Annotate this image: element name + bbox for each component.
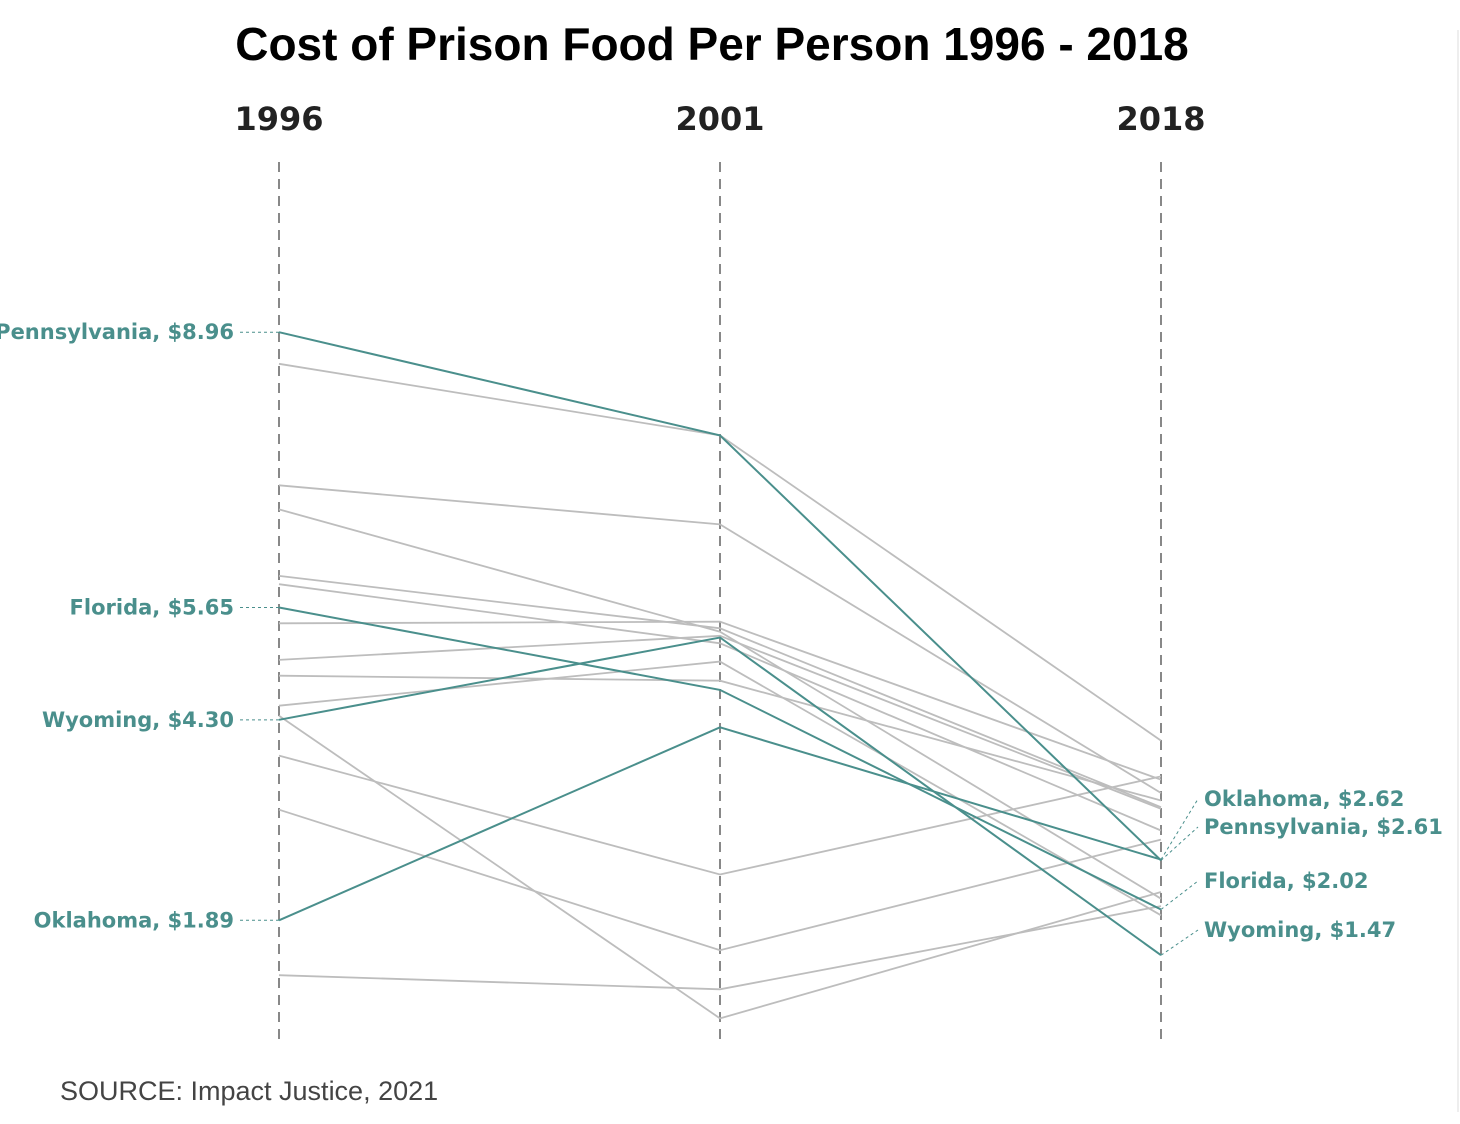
state-5-line: [278, 484, 1162, 794]
oklahoma-label-2018: Oklahoma, $2.62: [1204, 787, 1404, 811]
state-10-line: [278, 634, 1162, 810]
year-axes: 1996 2001 2018: [234, 100, 1206, 1045]
pennsylvania-right-leader: [1160, 826, 1199, 861]
wyoming-label-2018: Wyoming, $1.47: [1204, 918, 1396, 942]
wyoming-line: [278, 636, 1162, 957]
pennsylvania-line: [278, 331, 1162, 862]
wyoming-right-leader: [1160, 929, 1199, 956]
state-16-line: [278, 714, 1162, 1020]
state-9-line: [278, 620, 1162, 781]
year-label-1996: 1996: [234, 100, 323, 138]
pennsylvania-label-2018: Pennsylvania, $2.61: [1204, 815, 1443, 839]
chart-title: Cost of Prison Food Per Person 1996 - 20…: [235, 18, 1189, 70]
pennsylvania-label-1996: Pennsylvania, $8.96: [0, 320, 234, 344]
state-8-line: [278, 583, 1162, 832]
state-6-line: [278, 508, 1162, 900]
state-labels: Pennsylvania, $8.96 Pennsylvania, $2.61 Fl…: [0, 320, 1443, 956]
florida-label-1996: Florida, $5.65: [70, 596, 234, 620]
oklahoma-label-1996: Oklahoma, $1.89: [34, 908, 234, 932]
year-label-2001: 2001: [675, 100, 764, 138]
state-13-line: [278, 754, 1162, 876]
year-label-2018: 2018: [1116, 100, 1205, 138]
state-11-line: [278, 674, 1162, 802]
source-note: SOURCE: Impact Justice, 2021: [60, 1076, 438, 1106]
state-7-line: [278, 575, 1162, 809]
other-state-lines: [278, 362, 1162, 1020]
florida-right-leader: [1160, 880, 1199, 910]
florida-label-2018: Florida, $2.02: [1204, 869, 1368, 893]
florida-line: [278, 606, 1162, 911]
oklahoma-right-leader: [1160, 798, 1199, 860]
highlighted-state-lines: [278, 331, 1162, 957]
wyoming-label-1996: Wyoming, $4.30: [42, 708, 234, 732]
state-12-line: [278, 660, 1162, 917]
oklahoma-line: [278, 726, 1162, 922]
